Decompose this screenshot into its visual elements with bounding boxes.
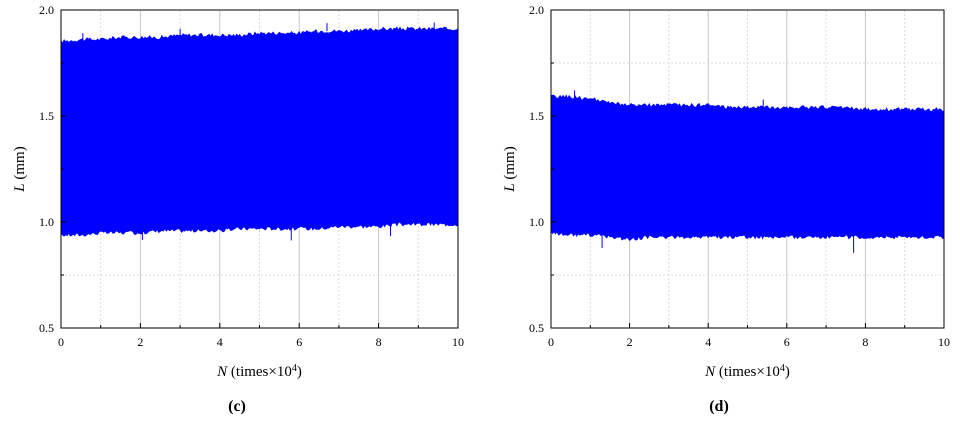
y-axis-unit-d: (mm)	[502, 146, 518, 183]
y-tick-labels-d: 0.5 1.0 1.5 2.0	[529, 3, 544, 335]
x-tick-label: 2	[137, 335, 143, 349]
y-tick-label: 1.0	[529, 215, 544, 229]
x-axis-unit-c: (times×10	[227, 364, 292, 380]
x-tick-label: 2	[627, 335, 633, 349]
spikes-d	[574, 90, 855, 253]
y-tick-label: 1.5	[39, 109, 54, 123]
y-axis-var-d: L	[502, 183, 518, 192]
panel-close-paren-c: )	[241, 398, 246, 415]
y-tick-label: 2.0	[529, 3, 544, 17]
x-axis-exp-c: 4	[292, 363, 297, 374]
x-axis-label-c: N (times×104)	[216, 363, 302, 381]
x-tick-label: 8	[862, 335, 868, 349]
x-tick-label: 10	[452, 335, 464, 349]
x-axis-close-c: )	[297, 364, 302, 380]
x-tick-label: 6	[784, 335, 790, 349]
x-tick-label: 0	[58, 335, 64, 349]
spikes-c	[82, 22, 435, 241]
x-axis-var-c: N	[216, 364, 228, 380]
x-tick-labels-d: 0 2 4 6 8 10	[548, 335, 950, 349]
x-tick-label: 4	[705, 335, 711, 349]
x-tick-label: 6	[296, 335, 302, 349]
panel-label-d: (d)	[709, 398, 729, 415]
x-tick-labels-c: 0 2 4 6 8 10	[58, 335, 464, 349]
y-axis-var-c: L	[12, 183, 28, 192]
panel-label-c: (c)	[228, 398, 246, 415]
ticks-c	[60, 9, 459, 329]
x-tick-label: 0	[548, 335, 554, 349]
x-axis-close-d: )	[785, 364, 790, 380]
x-tick-label: 8	[376, 335, 382, 349]
signal-band-c	[60, 26, 459, 237]
x-axis-unit-d: (times×10	[715, 364, 780, 380]
panel-open-paren-d: (	[709, 398, 714, 415]
y-tick-label: 0.5	[529, 321, 544, 335]
y-axis-unit-c: (mm)	[12, 146, 28, 183]
x-tick-label: 4	[217, 335, 223, 349]
signal-band-d	[550, 94, 945, 241]
panel-letter-d: d	[715, 398, 724, 415]
y-tick-label: 2.0	[39, 3, 54, 17]
ticks-d	[550, 9, 945, 329]
y-axis-label-d: L (mm)	[502, 146, 518, 192]
y-tick-label: 1.5	[529, 109, 544, 123]
chart-panel-d: 0 2 4 6 8 10 0.51.01.52.0 N (times×104) L (mm…	[502, 3, 950, 415]
x-axis-label-d: N (times×104)	[704, 363, 790, 381]
panel-letter-c: c	[233, 398, 240, 415]
chart-panel-c: 0 2 4 6 8 10 0.51.01.52.0 N (times×104) L (mm…	[12, 3, 464, 415]
y-tick-labels-c: 0.5 1.0 1.5 2.0	[39, 3, 54, 335]
x-axis-var-d: N	[704, 364, 716, 380]
x-axis-exp-d: 4	[780, 363, 785, 374]
y-tick-label: 0.5	[39, 321, 54, 335]
x-tick-label: 10	[938, 335, 950, 349]
panel-close-paren-d: )	[723, 398, 728, 415]
y-axis-label-c: L (mm)	[12, 146, 28, 192]
panel-open-paren-c: (	[228, 398, 233, 415]
y-tick-label: 1.0	[39, 215, 54, 229]
